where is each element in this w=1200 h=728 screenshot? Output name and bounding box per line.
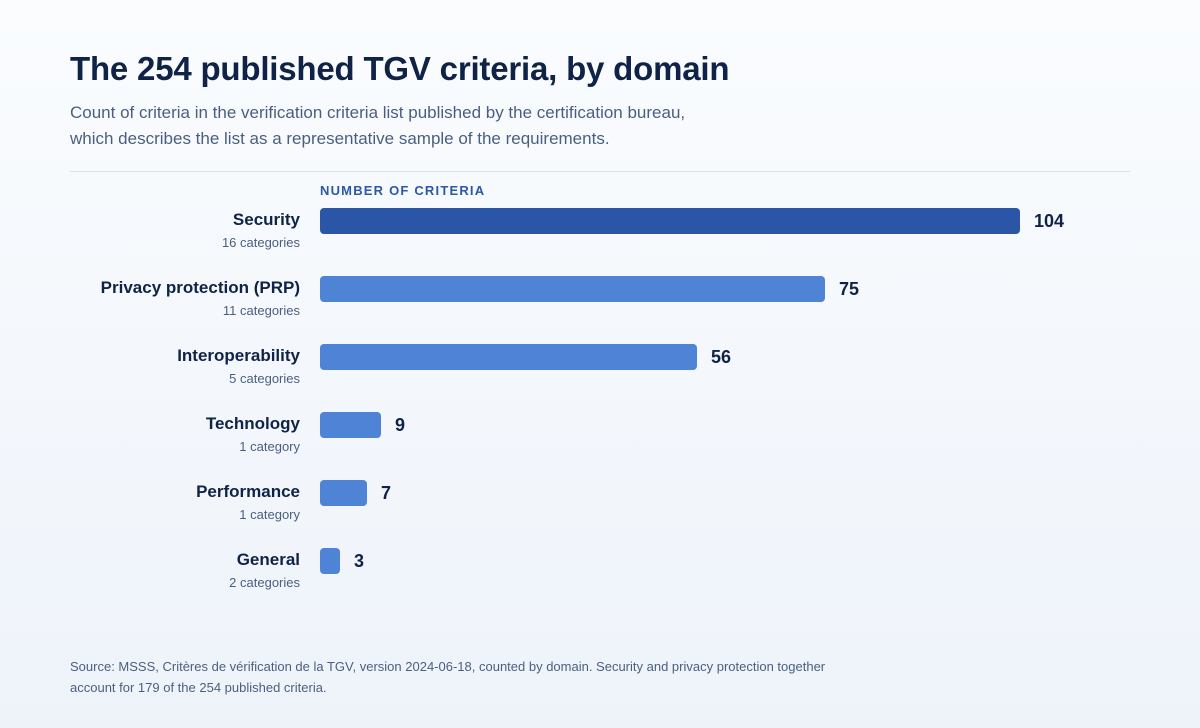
chart-row: Performance 1 category 7 bbox=[70, 480, 1130, 530]
category-name: Privacy protection (PRP) bbox=[100, 278, 300, 297]
category-name: Security bbox=[232, 210, 300, 229]
chart-row: Security 16 categories 104 bbox=[70, 208, 1130, 258]
category-label: Security 16 categories bbox=[222, 208, 300, 254]
x-axis-title: NUMBER OF CRITERIA bbox=[320, 183, 486, 198]
category-note: 11 categories bbox=[222, 303, 300, 318]
data-label: 56 bbox=[711, 347, 732, 367]
data-label: 75 bbox=[839, 279, 860, 299]
category-note: 1 category bbox=[239, 439, 300, 454]
category-note: 5 categories bbox=[229, 371, 300, 386]
bar bbox=[320, 480, 367, 506]
category-label: Interoperability 5 categories bbox=[177, 344, 300, 390]
category-name: Technology bbox=[205, 414, 300, 433]
category-name: Performance bbox=[196, 482, 300, 501]
category-note: 2 categories bbox=[229, 575, 300, 590]
category-name: General bbox=[236, 550, 300, 569]
category-label: Technology 1 category bbox=[206, 412, 300, 458]
bar-chart: Security 16 categories 104 Privacy protecti… bbox=[70, 0, 1130, 728]
category-note: 1 category bbox=[239, 507, 300, 522]
data-label: 9 bbox=[395, 415, 406, 435]
bar bbox=[320, 208, 1020, 234]
bar bbox=[320, 344, 697, 370]
data-label: 3 bbox=[354, 551, 365, 571]
category-label: General 2 categories bbox=[229, 548, 300, 594]
category-name: Interoperability bbox=[177, 346, 300, 365]
chart-row: General 2 categories 3 bbox=[70, 548, 1130, 598]
bar bbox=[320, 276, 825, 302]
category-note: 16 categories bbox=[221, 235, 300, 250]
data-label: 7 bbox=[381, 483, 392, 503]
chart-title: The 254 published TGV criteria, by domai… bbox=[70, 50, 730, 87]
bar bbox=[320, 548, 340, 574]
data-label: 104 bbox=[1034, 211, 1065, 231]
source-note: Source: MSSS, Critères de vérification d… bbox=[70, 659, 826, 695]
chart-figure: The 254 published TGV criteria, by domai… bbox=[70, 0, 1130, 728]
chart-subtitle: Count of criteria in the verification cr… bbox=[70, 103, 686, 148]
category-label: Performance 1 category bbox=[196, 480, 300, 526]
bar bbox=[320, 412, 381, 438]
header-divider bbox=[70, 171, 1130, 172]
chart-row: Interoperability 5 categories 56 bbox=[70, 344, 1130, 394]
category-label: Privacy protection (PRP) 11 categories bbox=[101, 276, 300, 322]
chart-row: Privacy protection (PRP) 11 categories 75 bbox=[70, 276, 1130, 326]
chart-row: Technology 1 category 9 bbox=[70, 412, 1130, 462]
